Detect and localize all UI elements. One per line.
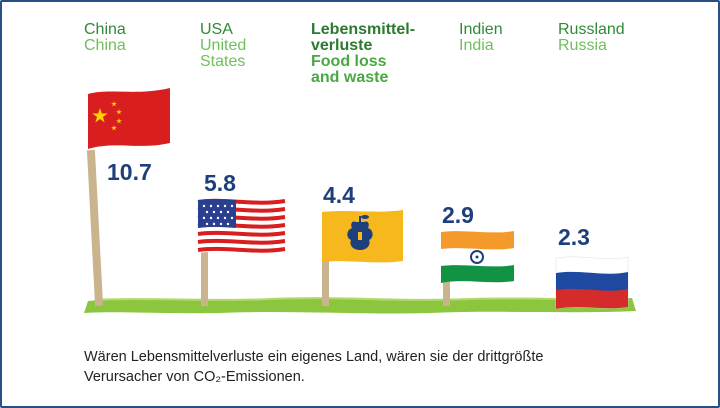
header-food-de-2: verluste (311, 37, 373, 54)
header-russia-en: Russia (558, 37, 607, 54)
header-food-en-2: and waste (311, 69, 389, 86)
header-india-en: India (459, 37, 494, 54)
russia-flag (555, 256, 629, 310)
pole-china (86, 149, 104, 307)
caption-line-2: Verursacher von CO₂-Emissionen. (84, 369, 305, 385)
header-china: China China (84, 22, 126, 54)
header-china-de: China (84, 21, 126, 38)
header-usa: USA United States (200, 22, 246, 70)
apple-core-icon (347, 215, 373, 250)
header-usa-de: USA (200, 21, 233, 38)
india-flag (441, 231, 514, 283)
header-food-de-1: Lebensmittel- (311, 21, 416, 38)
value-label-usa: 5.8 (204, 170, 236, 196)
value-label-india: 2.9 (442, 202, 474, 228)
header-russia: Russland Russia (558, 22, 625, 54)
pole-usa (201, 248, 208, 306)
value-label-food-waste: 4.4 (323, 182, 355, 208)
header-india-de: Indien (459, 21, 503, 38)
food-waste-flag (322, 210, 403, 263)
header-india: Indien India (459, 22, 503, 54)
usa-flag (197, 198, 286, 254)
caption: Wären Lebensmittelverluste ein eigenes L… (84, 347, 684, 387)
header-usa-en-2: States (200, 53, 246, 70)
grass-highlight (94, 297, 629, 301)
header-food-en-1: Food loss (311, 53, 387, 70)
pole-food-waste (322, 258, 329, 306)
china-flag (88, 88, 170, 149)
value-label-china: 10.7 (107, 159, 152, 185)
caption-line-1: Wären Lebensmittelverluste ein eigenes L… (84, 349, 544, 365)
ashoka-chakra-icon (470, 250, 484, 264)
value-label-russia: 2.3 (558, 224, 590, 250)
header-usa-en-1: United (200, 37, 247, 54)
header-china-en: China (84, 37, 126, 54)
header-russia-de: Russland (558, 21, 625, 38)
pole-india (443, 276, 450, 306)
header-food-waste: Lebensmittel- verluste Food loss and was… (311, 22, 415, 86)
grass-ground (84, 298, 636, 314)
